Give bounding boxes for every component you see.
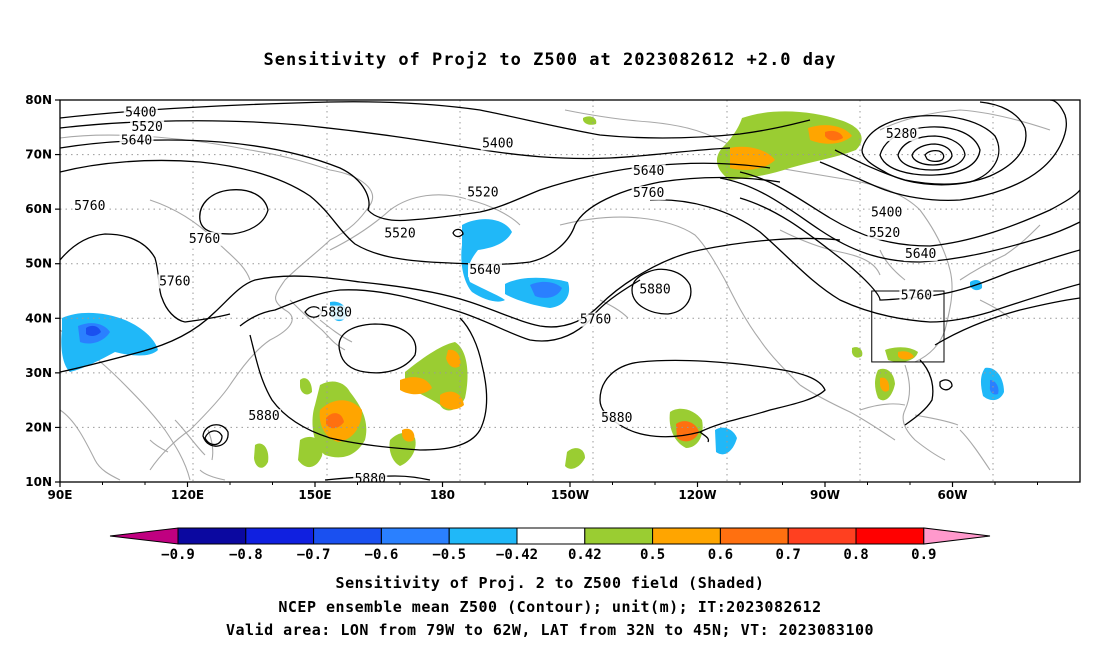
axes: 90E 120E 150E 180 150W 120W 90W 60W 10N 20N 30N 40N…	[25, 93, 1038, 502]
colorbar-swatch	[516, 527, 586, 545]
contour-label: 5760	[189, 232, 220, 247]
contour-label: 5760	[580, 313, 611, 328]
lat-tick-label: 40N	[25, 311, 52, 325]
contour-label: 5400	[482, 136, 513, 151]
z500-contours	[60, 100, 1080, 481]
contour-label: 5280	[886, 127, 917, 142]
colorbar-swatch	[652, 527, 721, 545]
contour-label: 5880	[355, 472, 386, 487]
colorbar: −0.9 −0.8 −0.7 −0.6 −0.5 −0.42 0.42 0.5 0.6 0.7 0.…	[109, 527, 991, 563]
lon-tick-label: 60W	[938, 488, 968, 502]
colorbar-label: 0.42	[568, 547, 602, 563]
caption-contour: NCEP ensemble mean Z500 (Contour); unit(…	[278, 598, 822, 616]
map-title: Sensitivity of Proj2 to Z500 at 20230826…	[263, 50, 837, 70]
contour-label: 5760	[74, 199, 105, 214]
colorbar-label: 0.5	[640, 547, 665, 563]
lon-tick-label: 150E	[298, 488, 331, 502]
contour-label: 5520	[384, 226, 415, 241]
contour-label: 5760	[901, 289, 932, 304]
contour-labels: 5400552056405760576057605880588058805400…	[72, 105, 938, 487]
contour-label: 5880	[321, 306, 352, 321]
colorbar-label: −0.42	[496, 547, 538, 563]
lon-tick-label: 90W	[810, 488, 840, 502]
contour-label: 5880	[639, 283, 670, 298]
colorbar-swatch	[855, 527, 925, 545]
colorbar-swatch	[245, 527, 315, 545]
contour-label: 5760	[159, 274, 190, 289]
lat-tick-label: 80N	[25, 93, 52, 107]
contour-label: 5640	[121, 134, 152, 149]
contour-label: 5640	[633, 164, 664, 179]
lat-tick-label: 20N	[25, 420, 52, 434]
colorbar-label: 0.9	[911, 547, 936, 563]
colorbar-swatch	[380, 527, 450, 545]
colorbar-label: −0.9	[161, 547, 195, 563]
lat-tick-label: 70N	[25, 148, 52, 162]
colorbar-swatch	[584, 527, 654, 545]
lat-tick-label: 30N	[25, 366, 52, 380]
contour-label: 5400	[125, 105, 156, 120]
contour-label: 5640	[469, 263, 500, 278]
colorbar-label: −0.8	[229, 547, 263, 563]
sensitivity-shading	[61, 111, 1004, 469]
lat-tick-label: 10N	[25, 475, 52, 489]
lon-tick-label: 180	[430, 488, 455, 502]
colorbar-swatch	[177, 527, 247, 545]
lat-tick-label: 50N	[25, 257, 52, 271]
colorbar-label: 0.8	[843, 547, 868, 563]
contour-label: 5880	[248, 409, 279, 424]
colorbar-high-arrow	[923, 527, 991, 545]
lon-tick-label: 120E	[171, 488, 204, 502]
lon-tick-label: 90E	[48, 488, 73, 502]
colorbar-label: −0.5	[432, 547, 466, 563]
contour-label: 5520	[869, 226, 900, 241]
lat-tick-label: 60N	[25, 202, 52, 216]
lon-tick-label: 150W	[551, 488, 589, 502]
contour-label: 5880	[601, 411, 632, 426]
colorbar-label: −0.7	[297, 547, 331, 563]
caption-shading: Sensitivity of Proj. 2 to Z500 field (Sh…	[335, 574, 765, 592]
contour-label: 5400	[871, 206, 902, 221]
caption-valid-area: Valid area: LON from 79W to 62W, LAT fro…	[225, 621, 875, 639]
coastlines	[60, 109, 1051, 481]
contour-label: 5760	[633, 186, 664, 201]
colorbar-swatch	[787, 527, 857, 545]
contour-label: 5640	[905, 247, 936, 262]
lon-tick-label: 120W	[678, 488, 716, 502]
colorbar-label: 0.7	[776, 547, 801, 563]
colorbar-swatch	[719, 527, 789, 545]
contour-label: 5520	[467, 186, 498, 201]
colorbar-swatch	[313, 527, 382, 545]
colorbar-swatch	[448, 527, 518, 545]
colorbar-label: 0.6	[708, 547, 733, 563]
colorbar-low-arrow	[109, 527, 179, 545]
colorbar-label: −0.6	[365, 547, 399, 563]
contour-label: 5520	[131, 120, 162, 135]
